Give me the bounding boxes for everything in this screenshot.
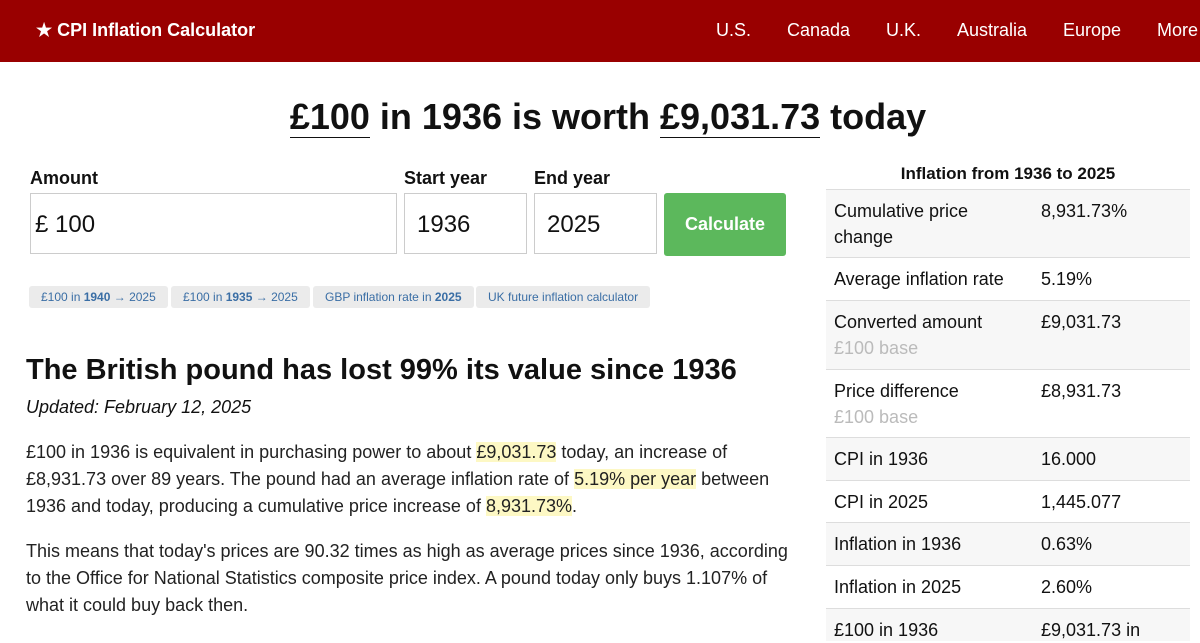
paragraph: £100 in 1936 is equivalent in purchasing… <box>26 439 796 520</box>
nav-link[interactable]: Europe <box>1063 20 1122 40</box>
table-row: CPI in 2025 1,445.077 <box>826 480 1190 523</box>
end-input[interactable]: 2025 <box>534 193 657 254</box>
row-label: Cumulative price change <box>834 198 1029 250</box>
headline-amount: £100 <box>289 96 370 138</box>
amount-input[interactable]: £ 100 <box>30 193 397 254</box>
highlight: £9,031.73 <box>476 442 557 462</box>
row-label-text: £100 in 1936 <box>834 620 939 640</box>
chip[interactable]: GBP inflation rate in 2025 <box>313 286 474 308</box>
nav-link[interactable]: Canada <box>787 20 851 40</box>
row-value: 16.000 <box>1041 449 1097 469</box>
row-value: 1,445.077 <box>1041 492 1122 512</box>
table-row: Inflation in 2025 2.60% <box>826 565 1190 609</box>
row-value: £8,931.73 <box>1041 381 1122 401</box>
row-value: £9,031.73 in <box>1041 620 1141 640</box>
text: . <box>572 496 578 516</box>
brand[interactable]: ★ CPI Inflation Calculator <box>36 20 256 40</box>
highlight: 5.19% per year <box>574 469 697 489</box>
chip-year: 1935 <box>225 290 253 304</box>
table-row: Average inflation rate 5.19% <box>826 257 1190 301</box>
row-label: Inflation in 2025 <box>834 574 1029 600</box>
label: Amount <box>30 168 98 188</box>
end-value: 2025 <box>547 211 601 238</box>
chip-year: 2025 <box>434 290 462 304</box>
table-row: Converted amount £100 base £9,031.73 <box>826 300 1190 370</box>
headline: £100 in 1936 is worth £9,031.73 today <box>0 96 1200 138</box>
row-label: CPI in 2025 <box>834 489 1029 515</box>
headline-result: £9,031.73 <box>660 96 821 138</box>
row-value: 2.60% <box>1041 577 1093 597</box>
row-note: £100 base <box>834 407 919 427</box>
table-row: Inflation in 1936 0.63% <box>826 522 1190 566</box>
chip-text: GBP inflation rate in <box>325 290 435 304</box>
chip-text: £100 in <box>41 290 84 304</box>
chip[interactable]: £100 in 1940 → 2025 <box>29 286 168 308</box>
row-label-text: Inflation in 1936 <box>834 534 962 554</box>
paragraph: This means that today's prices are 90.32… <box>26 541 788 615</box>
chip[interactable]: £100 in 1935 → 2025 <box>171 286 310 308</box>
sidebar-title: Inflation from 1936 to 2025 <box>900 164 1116 183</box>
row-value: £9,031.73 <box>1041 312 1122 332</box>
label: Start year <box>404 168 488 188</box>
label: End year <box>534 168 611 188</box>
table-row: CPI in 1936 16.000 <box>826 437 1190 481</box>
row-note: £100 base <box>834 338 919 358</box>
table-row: £100 in 1936 £9,031.73 in <box>826 608 1190 641</box>
row-label-text: Average inflation rate <box>834 269 1004 289</box>
nav-link[interactable]: More <box>1157 20 1199 40</box>
row-value: 8,931.73% <box>1041 201 1128 221</box>
nav-link[interactable]: Australia <box>957 20 1028 40</box>
row-label-text: Inflation in 2025 <box>834 577 962 597</box>
row-value: 5.19% <box>1041 269 1093 289</box>
row-label: CPI in 1936 <box>834 446 1029 472</box>
calculate-button[interactable]: Calculate <box>664 193 786 256</box>
table-row: Price difference £100 base £8,931.73 <box>826 369 1190 438</box>
headline-text: today <box>820 96 927 137</box>
chip-year: 1940 <box>83 290 111 304</box>
headline-text: in 1936 is worth <box>369 96 660 137</box>
row-label: Inflation in 1936 <box>834 531 1029 557</box>
row-label: £100 in 1936 <box>834 617 1029 643</box>
currency: £ <box>35 211 49 238</box>
chip-text: → 2025 <box>252 290 298 304</box>
highlight: 8,931.73% <box>485 496 573 516</box>
chip-text: £100 in <box>183 290 226 304</box>
text: today, an increase of £8,931.73 over 89 … <box>26 442 728 489</box>
row-label: Price difference £100 base <box>834 378 1029 430</box>
row-label-text: CPI in 1936 <box>834 449 929 469</box>
chip-text: UK future inflation calculator <box>488 290 639 304</box>
text: £100 in 1936 is equivalent in purchasing… <box>26 442 477 462</box>
row-label-text: Converted amount <box>834 312 983 332</box>
table-row: Cumulative price change 8,931.73% <box>826 189 1190 258</box>
article-heading: The British pound has lost 99% its value… <box>26 354 737 386</box>
row-value: 0.63% <box>1041 534 1093 554</box>
amount-value: 100 <box>55 211 96 238</box>
row-label: Average inflation rate <box>834 266 1029 292</box>
nav-link[interactable]: U.K. <box>886 20 922 40</box>
row-label-text: Price difference <box>834 381 959 401</box>
start-value: 1936 <box>417 211 471 238</box>
start-input[interactable]: 1936 <box>404 193 527 254</box>
row-label-text: CPI in 2025 <box>834 492 929 512</box>
header: ★ CPI Inflation Calculator U.S. Canada U… <box>0 0 1200 62</box>
nav-link[interactable]: U.S. <box>716 20 752 40</box>
row-label: Converted amount £100 base <box>834 309 1029 361</box>
row-label-text: Cumulative price change <box>834 201 969 247</box>
chip-text: → 2025 <box>110 290 156 304</box>
chip[interactable]: UK future inflation calculator <box>476 286 651 308</box>
text: between 1936 and today, producing a cumu… <box>26 469 770 516</box>
updated: Updated: February 12, 2025 <box>26 397 252 417</box>
